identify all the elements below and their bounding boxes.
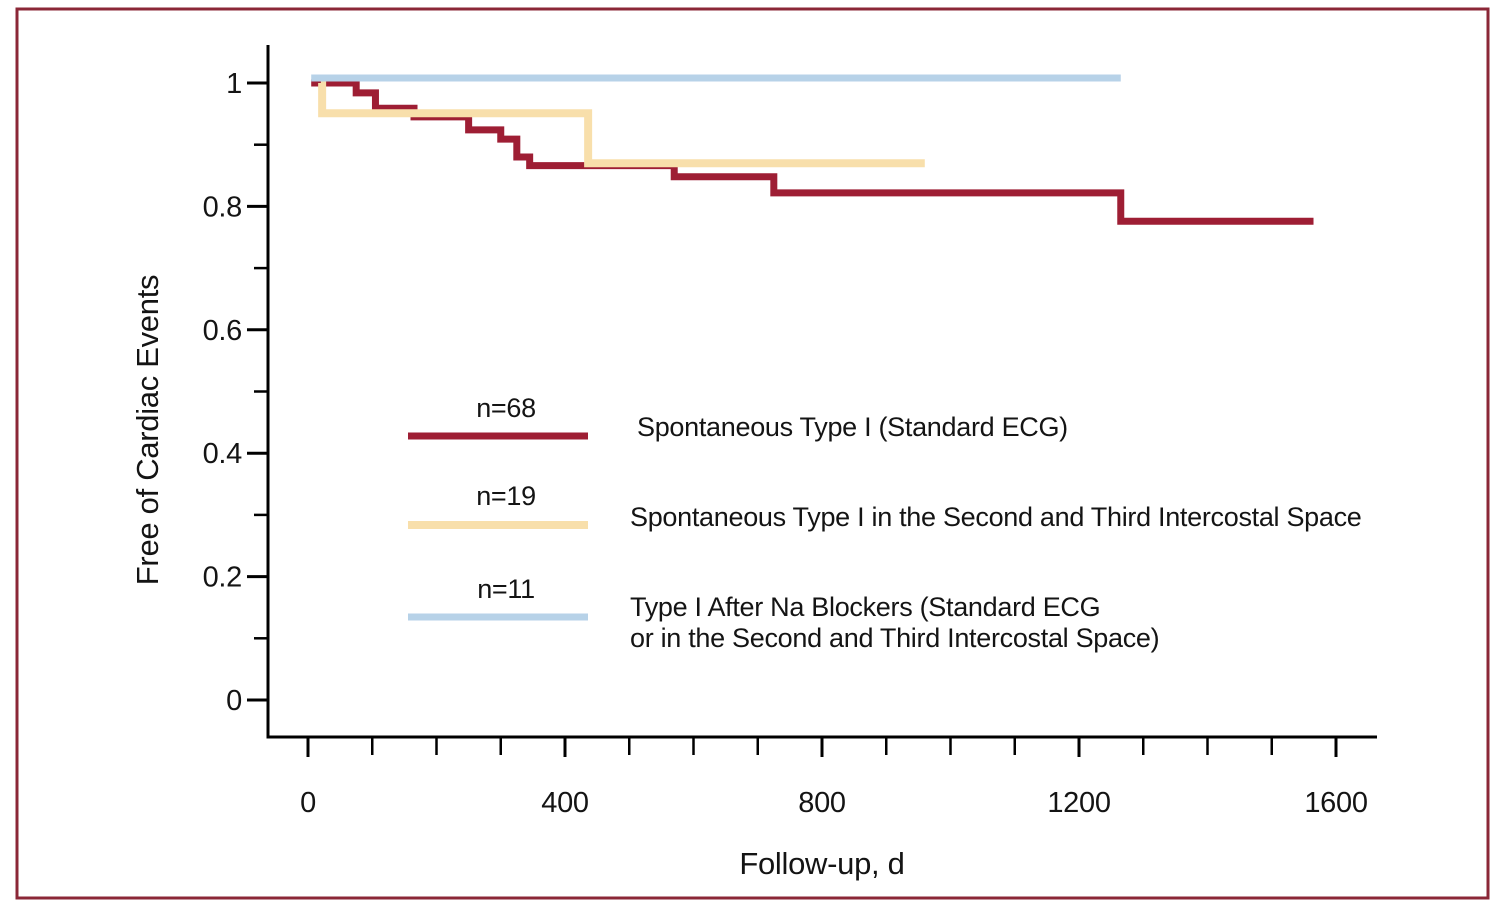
legend-n-label-1: n=68: [476, 393, 536, 423]
axes: 0 400 800 1200 1600 1 0.8 0.6 0.4 0.2 0: [203, 45, 1377, 819]
y-axis-title: Free of Cardiac Events: [130, 275, 165, 585]
legend-n-label-2: n=19: [476, 481, 536, 511]
y-tick-label: 0.6: [203, 315, 242, 347]
x-tick-label: 1200: [1047, 787, 1110, 819]
figure-border: [15, 7, 1490, 900]
survival-curves: [311, 74, 1314, 225]
y-tick-label: 0.4: [203, 438, 243, 470]
y-tick-label: 1: [226, 68, 242, 100]
x-tick-label: 1600: [1304, 787, 1367, 819]
legend-swatches: [408, 432, 588, 621]
survival-curve-1: [311, 79, 1314, 225]
x-tick-label: 800: [798, 787, 846, 819]
legend-label-3-line-1: Type I After Na Blockers (Standard ECG: [630, 592, 1100, 622]
y-tick-label: 0: [226, 685, 242, 717]
figure-frame: [15, 7, 1490, 900]
legend-label-1: Spontaneous Type I (Standard ECG): [637, 412, 1068, 442]
x-axis-title: Follow-up, d: [739, 846, 904, 881]
legend-label-2: Spontaneous Type I in the Second and Thi…: [630, 502, 1362, 532]
legend-label-3-line-2: or in the Second and Third Intercostal S…: [630, 623, 1159, 653]
x-tick-label: 400: [541, 787, 589, 819]
survival-curve-2: [318, 79, 925, 168]
legend-n-label-3: n=11: [477, 574, 535, 604]
y-tick-label: 0.8: [203, 191, 242, 223]
x-tick-label: 0: [300, 787, 316, 819]
y-tick-label: 0.2: [203, 562, 242, 594]
